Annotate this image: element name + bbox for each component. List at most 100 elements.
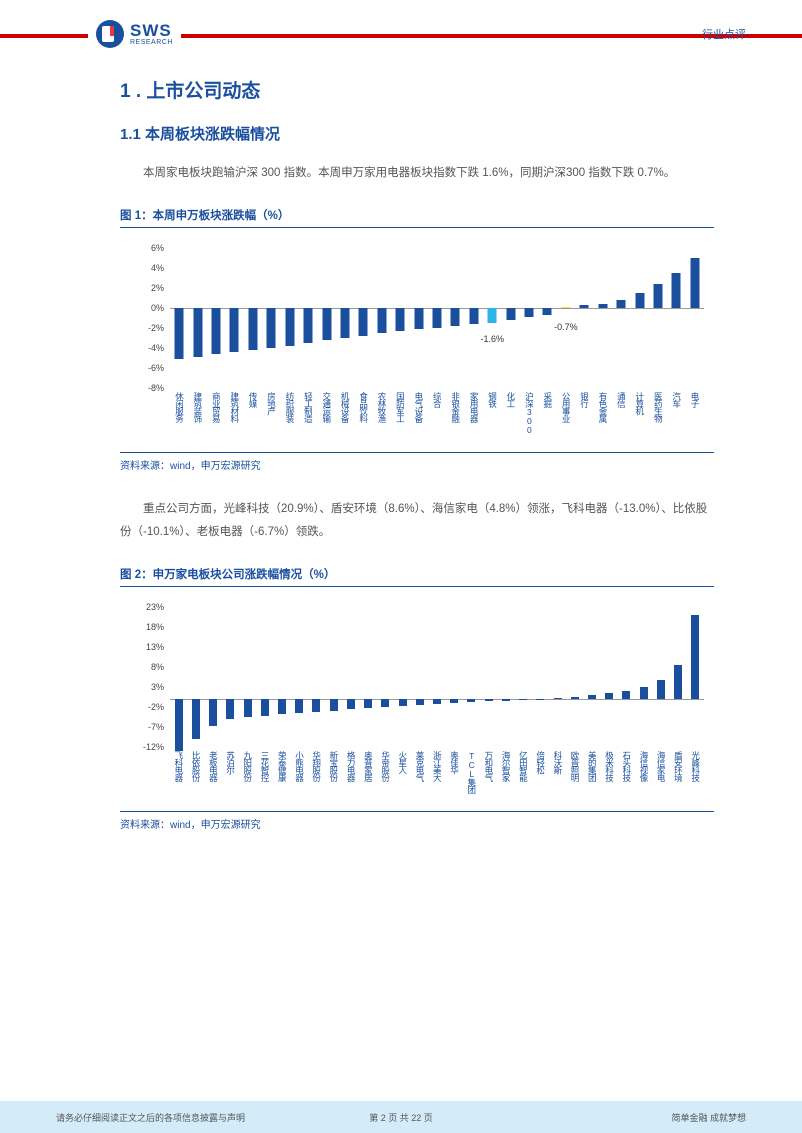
xtick: 化工 xyxy=(506,392,515,407)
chart-bar xyxy=(672,273,681,308)
chart-bar xyxy=(209,699,217,726)
chart-bar xyxy=(212,308,221,354)
ytick: 18% xyxy=(146,622,164,632)
xtick: 银行 xyxy=(580,392,589,407)
fig2-title: 图 2：申万家电板块公司涨跌幅情况（%） xyxy=(120,566,714,587)
chart-bar xyxy=(416,699,424,705)
chart-bar xyxy=(304,308,313,343)
chart-bar xyxy=(543,308,552,315)
ytick: -6% xyxy=(148,363,164,373)
ytick: -8% xyxy=(148,383,164,393)
xtick: 荣泰健康 xyxy=(278,751,287,781)
chart-bar xyxy=(617,300,626,308)
xtick: 农林牧渔 xyxy=(378,392,387,422)
xtick: 小熊电器 xyxy=(295,751,304,781)
ytick: 6% xyxy=(151,243,164,253)
page-header: SWS RESEARCH 行业点评 xyxy=(0,0,802,66)
xtick: 医药生物 xyxy=(654,392,663,422)
xtick: 家用电器 xyxy=(470,392,479,422)
chart-bar xyxy=(588,695,596,699)
chart-bar xyxy=(347,699,355,709)
chart-bar xyxy=(469,308,478,324)
xtick: 综合 xyxy=(433,392,442,407)
logo-text-sub: RESEARCH xyxy=(130,39,173,46)
footer-mid: 第 2 页 共 22 页 xyxy=(369,1111,433,1124)
chart-bar xyxy=(377,308,386,333)
chart-bar xyxy=(226,699,234,719)
xtick: 格力电器 xyxy=(347,751,356,781)
chart-bar xyxy=(295,699,303,713)
chart-bar xyxy=(598,304,607,308)
ytick: -2% xyxy=(148,702,164,712)
xtick: 奥佳华 xyxy=(450,751,459,774)
fig1-xaxis: 休闲服务建筑装饰商业贸易建筑材料传媒房地产纺织服装轻工制造交通运输机械设备食品饮… xyxy=(170,390,704,448)
chart-bar xyxy=(674,665,682,699)
xtick: 海信家电 xyxy=(657,751,666,781)
paragraph-1: 本周家电板块跑输沪深 300 指数。本周申万家用电器板块指数下跌 1.6%，同期… xyxy=(120,162,714,185)
xtick: 有色金属 xyxy=(598,392,607,422)
ytick: 8% xyxy=(151,662,164,672)
xtick: 计算机 xyxy=(635,392,644,415)
xtick: 九阳股份 xyxy=(243,751,252,781)
chart-bar xyxy=(244,699,252,717)
xtick: 火星人 xyxy=(398,751,407,774)
chart-bar xyxy=(285,308,294,346)
xtick: 采掘 xyxy=(543,392,552,407)
chart-bar xyxy=(554,698,562,699)
chart-bar xyxy=(230,308,239,352)
chart-bar xyxy=(396,308,405,331)
ytick: 3% xyxy=(151,682,164,692)
xtick: 欧普照明 xyxy=(571,751,580,781)
ytick: -2% xyxy=(148,323,164,333)
fig2-source: 资料来源：wind，申万宏源研究 xyxy=(120,811,714,831)
fig1-chart: -8%-6%-4%-2%0%2%4%6% -1.6%-0.7% 休闲服务建筑装饰… xyxy=(120,238,714,448)
chart-bar xyxy=(605,693,613,699)
xtick: TCL集团 xyxy=(467,751,476,793)
xtick: 奥普家居 xyxy=(364,751,373,781)
xtick: 商业贸易 xyxy=(212,392,221,422)
xtick: 通信 xyxy=(617,392,626,407)
chart-bar xyxy=(261,699,269,716)
chart-bar xyxy=(312,699,320,712)
chart-bar xyxy=(488,308,497,323)
chart-bar xyxy=(561,307,570,308)
ytick: 4% xyxy=(151,263,164,273)
xtick: 建筑装饰 xyxy=(193,392,202,422)
xtick: 国防军工 xyxy=(396,392,405,422)
ytick: 0% xyxy=(151,303,164,313)
ytick: -7% xyxy=(148,722,164,732)
ytick: 13% xyxy=(146,642,164,652)
xtick: 光峰科技 xyxy=(691,751,700,781)
footer-left: 请务必仔细阅读正文之后的各项信息披露与声明 xyxy=(56,1111,245,1124)
chart-bar xyxy=(278,699,286,714)
chart-bar xyxy=(267,308,276,348)
xtick: 汽车 xyxy=(672,392,681,407)
xtick: 交通运输 xyxy=(322,392,331,422)
chart-bar xyxy=(359,308,368,336)
xtick: 万和电气 xyxy=(484,751,493,781)
chart-bar xyxy=(322,308,331,340)
xtick: 莱克电气 xyxy=(416,751,425,781)
xtick: 沪深300 xyxy=(525,392,534,434)
fig1-yaxis: -8%-6%-4%-2%0%2%4%6% xyxy=(120,248,168,388)
logo-text-main: SWS xyxy=(130,22,173,39)
xtick: 电子 xyxy=(691,392,700,407)
sws-logo: SWS RESEARCH xyxy=(88,20,181,48)
xtick: 美的集团 xyxy=(588,751,597,781)
xtick: 传媒 xyxy=(249,392,258,407)
xtick: 休闲服务 xyxy=(175,392,184,422)
chart-bar xyxy=(653,284,662,308)
xtick: 新宝股份 xyxy=(329,751,338,781)
section-h2: 1.1 本周板块涨跌幅情况 xyxy=(120,123,714,144)
chart-bar xyxy=(175,699,183,751)
page-footer: 请务必仔细阅读正文之后的各项信息披露与声明 第 2 页 共 22 页 简单金融 … xyxy=(0,1101,802,1133)
paragraph-2: 重点公司方面，光峰科技（20.9%）、盾安环境（8.6%）、海信家电（4.8%）… xyxy=(120,498,714,544)
fig2-plot xyxy=(170,607,704,747)
xtick: 盾安环境 xyxy=(674,751,683,781)
xtick: 建筑材料 xyxy=(230,392,239,422)
chart-bar xyxy=(657,680,665,699)
chart-bar xyxy=(690,258,699,308)
fig2-chart: -12%-7%-2%3%8%13%18%23% 飞科电器比依股份老板电器苏泊尔九… xyxy=(120,597,714,807)
chart-bar xyxy=(399,699,407,706)
xtick: 亿田智能 xyxy=(519,751,528,781)
